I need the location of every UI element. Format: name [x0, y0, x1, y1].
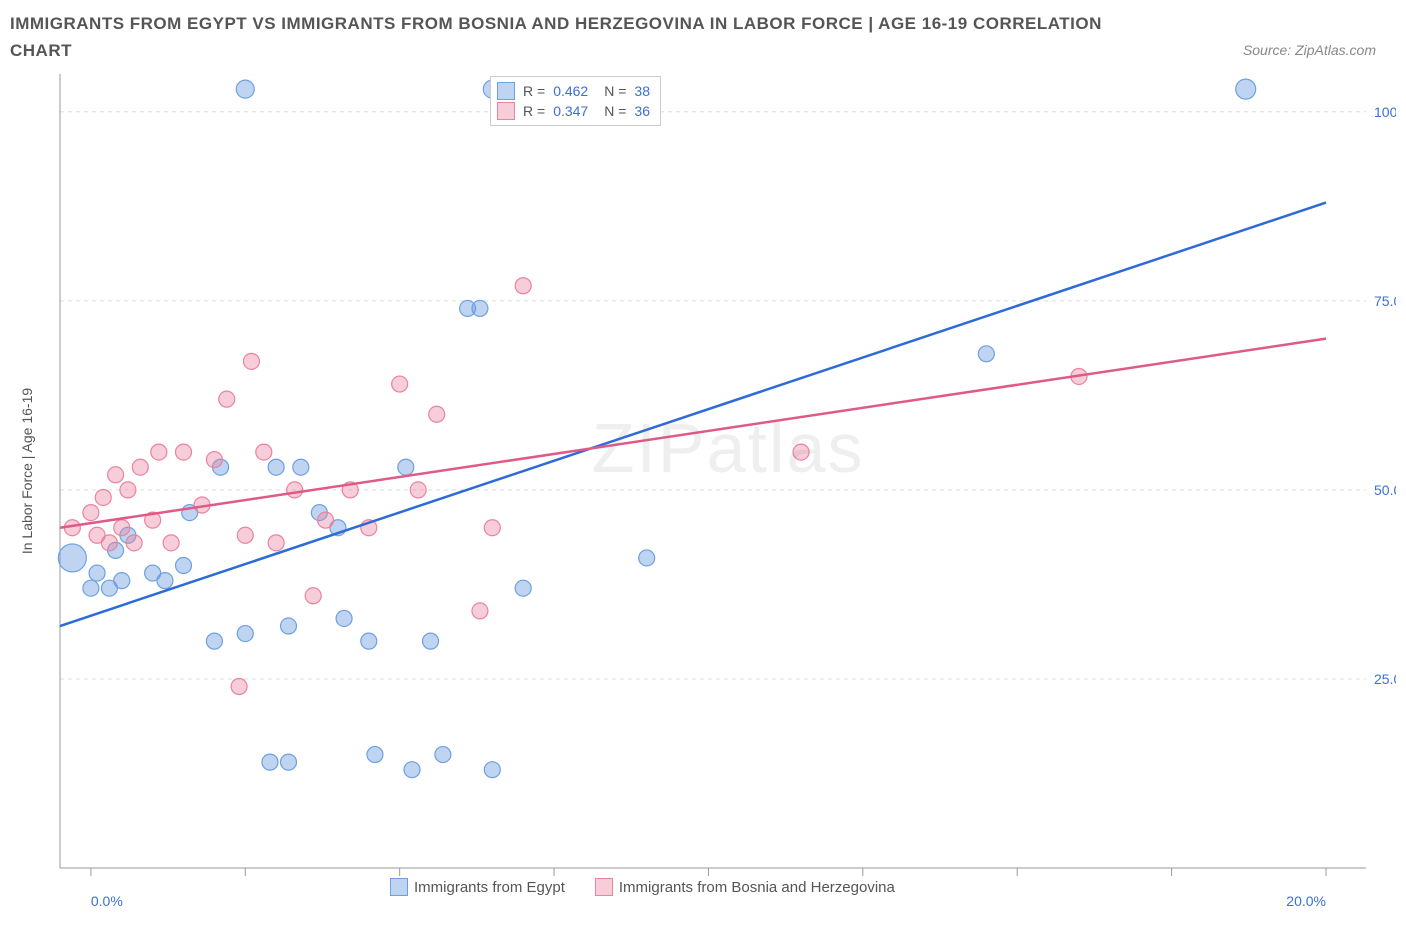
n-label: N = [604, 83, 626, 99]
legend-label-0: Immigrants from Egypt [414, 879, 565, 896]
chart-title: IMMIGRANTS FROM EGYPT VS IMMIGRANTS FROM… [10, 10, 1110, 64]
chart-container: 25.0% 50.0% 75.0% 100.0% 0.0% 20.0% In Labor F… [10, 68, 1396, 928]
legend-swatch-egypt [390, 878, 408, 896]
svg-text:0.0%: 0.0% [91, 893, 123, 909]
n-value-0: 38 [634, 83, 650, 99]
svg-text:20.0%: 20.0% [1286, 893, 1326, 909]
r-label: R = [523, 103, 545, 119]
source-label: Source: ZipAtlas.com [1243, 42, 1396, 64]
legend-swatch-1 [497, 102, 515, 120]
legend-swatch-bosnia [595, 878, 613, 896]
series-legend: Immigrants from Egypt Immigrants from Bo… [390, 878, 895, 896]
svg-text:100.0%: 100.0% [1374, 104, 1396, 120]
svg-text:75.0%: 75.0% [1374, 293, 1396, 309]
svg-text:In Labor Force | Age 16-19: In Labor Force | Age 16-19 [19, 388, 35, 555]
scatter-chart: 25.0% 50.0% 75.0% 100.0% 0.0% 20.0% In Labor F… [10, 68, 1396, 928]
n-label: N = [604, 103, 626, 119]
r-label: R = [523, 83, 545, 99]
correlation-legend: R = 0.462 N = 38 R = 0.347 N = 36 [490, 76, 661, 126]
n-value-1: 36 [634, 103, 650, 119]
legend-row-1: R = 0.347 N = 36 [497, 101, 650, 121]
svg-text:25.0%: 25.0% [1374, 671, 1396, 687]
legend-item-1: Immigrants from Bosnia and Herzegovina [595, 878, 895, 896]
r-value-0: 0.462 [553, 83, 588, 99]
svg-text:50.0%: 50.0% [1374, 482, 1396, 498]
legend-row-0: R = 0.462 N = 38 [497, 81, 650, 101]
legend-item-0: Immigrants from Egypt [390, 878, 565, 896]
r-value-1: 0.347 [553, 103, 588, 119]
legend-label-1: Immigrants from Bosnia and Herzegovina [619, 879, 895, 896]
legend-swatch-0 [497, 82, 515, 100]
